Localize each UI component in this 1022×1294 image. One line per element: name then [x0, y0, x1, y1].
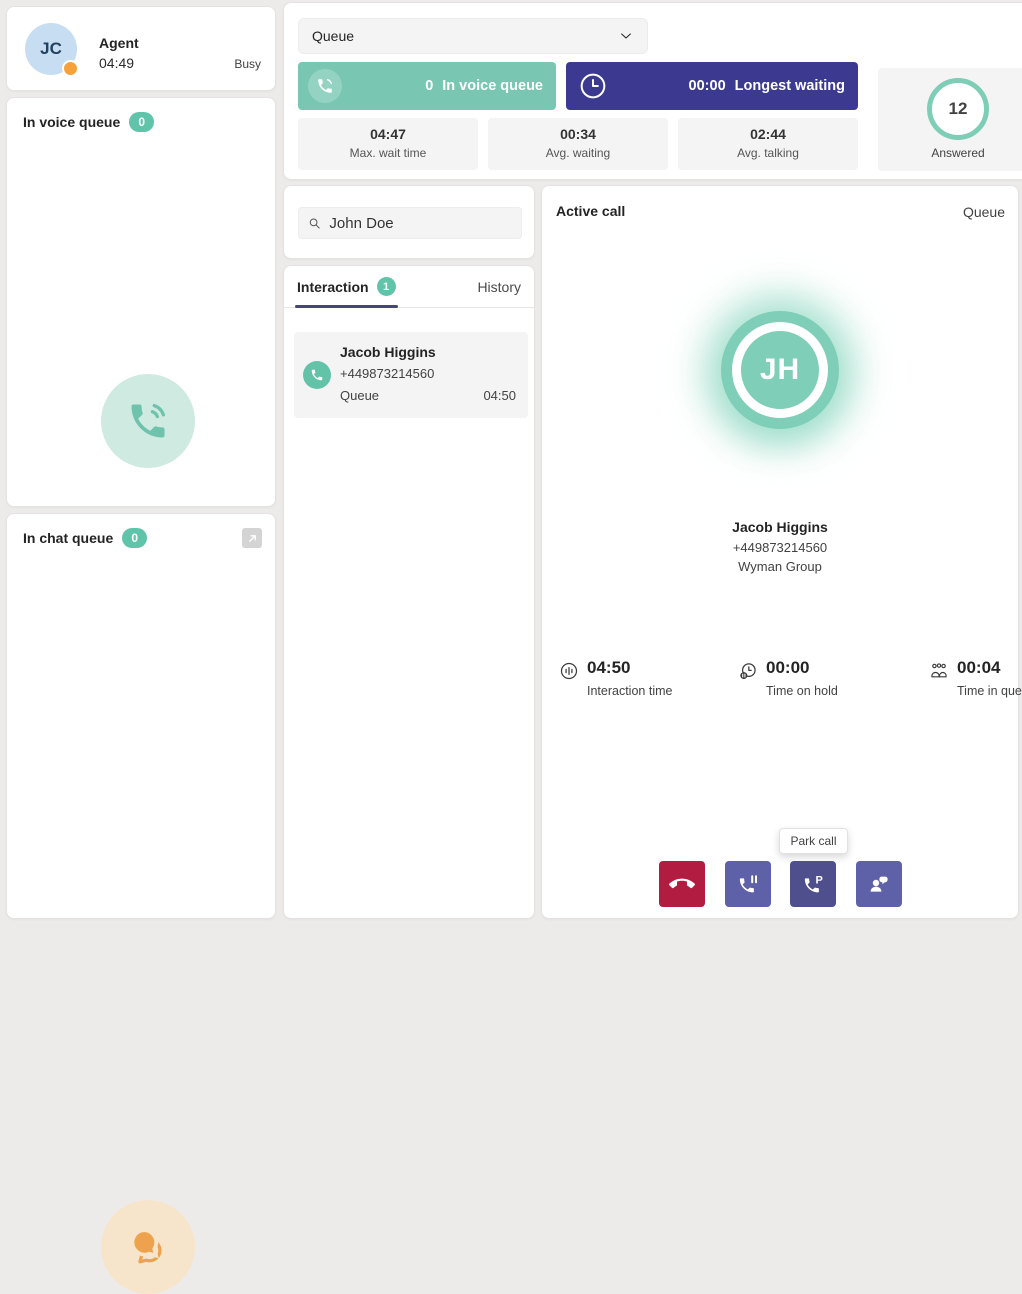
search-icon: [309, 218, 320, 228]
active-call-panel: Active call Queue JH Jacob Higgins +4498…: [541, 185, 1022, 919]
max-wait-time-value: 04:47: [370, 126, 406, 142]
chat-queue-expand-button[interactable]: [242, 528, 262, 548]
tab-history-label: History: [477, 278, 521, 295]
answered-ring: 12: [927, 78, 989, 140]
interaction-list-panel: Interaction 1 History Jacob Higgins +449…: [283, 265, 535, 919]
interaction-caller-name: Jacob Higgins: [340, 344, 436, 360]
voice-queue-illustration: [101, 374, 195, 468]
voice-queue-count-badge: 0: [129, 112, 155, 132]
interaction-phone-icon: [303, 361, 331, 389]
avg-waiting-tile: 00:34 Avg. waiting: [488, 118, 668, 170]
chat-queue-panel: In chat queue 0: [6, 513, 276, 1294]
chat-queue-title-text: In chat queue: [23, 530, 114, 546]
time-on-hold-label: Time on hold: [766, 684, 838, 698]
avg-talking-value: 02:44: [750, 126, 786, 142]
tab-active-underline: [295, 304, 398, 308]
avg-waiting-value: 00:34: [560, 126, 596, 142]
longest-waiting-label: Longest waiting: [734, 78, 845, 94]
avg-talking-label: Avg. talking: [737, 146, 799, 160]
queue-selector-value: Queue: [312, 28, 355, 44]
max-wait-time-tile: 04:47 Max. wait time: [298, 118, 478, 170]
agent-timer: 04:49: [99, 55, 135, 71]
chat-queue-count-badge: 0: [122, 528, 148, 548]
agent-card: JC Agent 04:49 Busy: [6, 6, 276, 91]
agent-name: Agent: [99, 35, 139, 51]
hold-call-icon: [739, 875, 757, 893]
tab-interaction-label: Interaction: [297, 278, 369, 295]
chat-queue-title: In chat queue 0: [23, 528, 148, 548]
interaction-time-label: Interaction time: [587, 684, 673, 698]
consult-transfer-icon: [870, 876, 888, 892]
time-on-hold-value: 00:00: [766, 658, 810, 677]
voice-queue-title: In voice queue 0: [23, 112, 155, 132]
clock-icon: [576, 69, 610, 103]
park-call-icon: P: [804, 875, 823, 893]
answered-label: Answered: [931, 146, 985, 160]
tab-history[interactable]: History: [477, 266, 521, 308]
interaction-caller-phone: +449873214560: [340, 366, 435, 381]
caller-company: Wyman Group: [738, 559, 822, 574]
agent-avatar: JC: [25, 23, 79, 77]
search-box: [298, 207, 522, 239]
park-call-tooltip: Park call: [779, 828, 848, 854]
caller-phone: +449873214560: [732, 540, 828, 555]
hold-call-button[interactable]: [725, 861, 771, 907]
agent-initials: JC: [40, 39, 62, 58]
avg-waiting-label: Avg. waiting: [545, 146, 611, 160]
hold-clock-icon: [740, 663, 756, 680]
queue-dashboard-panel: Queue 0 In voice queue 00:00 Longest wai…: [283, 2, 1022, 180]
voice-queue-panel: In voice queue 0: [6, 97, 276, 507]
interaction-time-icon: [560, 662, 578, 680]
answered-card: 12 Answered: [878, 68, 1022, 171]
end-call-button[interactable]: [659, 861, 705, 907]
interaction-queue-label: Queue: [340, 388, 380, 403]
avg-talking-tile: 02:44 Avg. talking: [678, 118, 858, 170]
search-panel: [283, 185, 535, 259]
consult-transfer-button[interactable]: [856, 861, 902, 907]
longest-waiting-value: 00:00: [688, 78, 726, 94]
svg-text:P: P: [816, 875, 823, 887]
chat-queue-illustration: [101, 1200, 195, 1294]
voice-queue-stat-value: 0: [425, 78, 434, 94]
phone-icon: [308, 69, 342, 103]
queue-selector[interactable]: Queue: [298, 18, 648, 54]
queue-metrics-row: 04:47 Max. wait time 00:34 Avg. waiting …: [298, 118, 858, 170]
end-call-icon: [669, 878, 695, 889]
chat-bubbles-icon: [130, 1228, 162, 1264]
expand-arrow-icon: [248, 534, 256, 542]
max-wait-time-label: Max. wait time: [349, 146, 427, 160]
interaction-time-value: 04:50: [587, 658, 631, 677]
caller-initials: JH: [759, 353, 801, 386]
voice-queue-stat-label: In voice queue: [442, 78, 543, 94]
park-call-button[interactable]: P: [790, 861, 836, 907]
interaction-list-item[interactable]: Jacob Higgins +449873214560 Queue 04:50: [294, 332, 528, 418]
answered-value: 12: [948, 99, 968, 118]
tab-interaction-badge: 1: [376, 277, 396, 296]
caller-identity: Jacob Higgins +449873214560 Wyman Group: [542, 519, 1018, 574]
active-call-title: Active call: [556, 203, 626, 219]
caller-avatar: JH: [721, 311, 839, 429]
tab-interaction[interactable]: Interaction 1: [295, 266, 398, 308]
time-in-queue-label: Time in queue: [957, 684, 1022, 698]
caller-name: Jacob Higgins: [732, 519, 828, 535]
presence-busy-icon: [62, 60, 79, 77]
tabs-row: Interaction 1 History: [284, 266, 534, 308]
chevron-down-icon: [621, 33, 631, 39]
time-in-queue-value: 00:04: [957, 658, 1001, 677]
voice-queue-stat-card: 0 In voice queue: [298, 62, 556, 110]
queue-people-icon: [931, 663, 947, 678]
phone-waves-icon: [131, 403, 166, 438]
active-call-queue-label: Queue: [962, 204, 1005, 220]
search-input[interactable]: [329, 214, 512, 232]
agent-status-label: Busy: [234, 57, 261, 71]
voice-queue-title-text: In voice queue: [23, 114, 121, 130]
longest-waiting-stat-card: 00:00 Longest waiting: [566, 62, 858, 110]
interaction-duration: 04:50: [483, 388, 516, 403]
